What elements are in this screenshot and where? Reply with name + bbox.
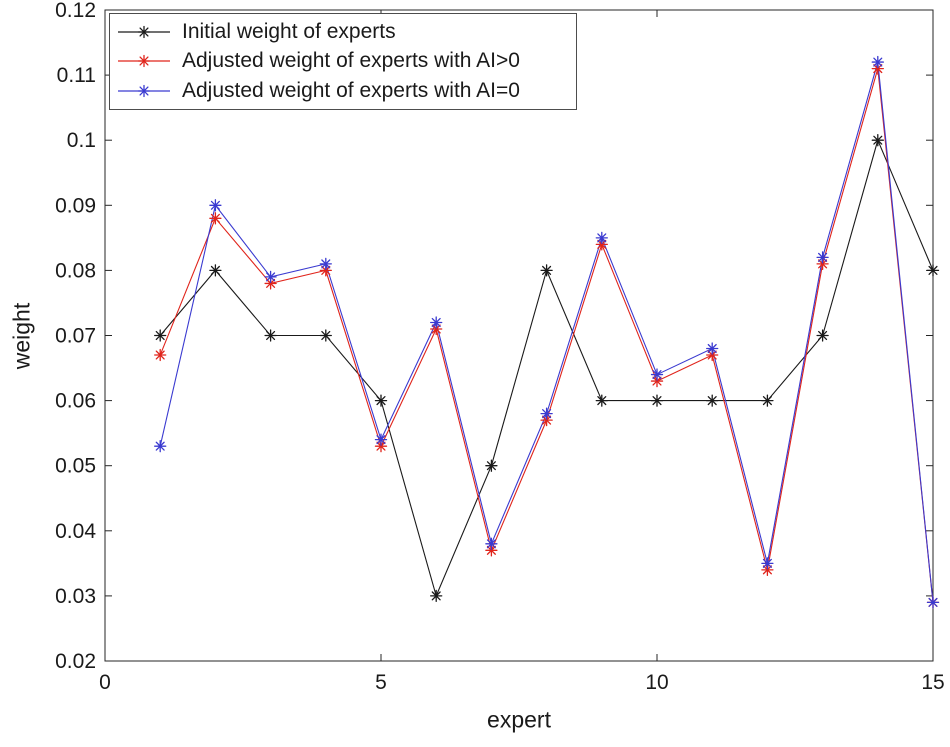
svg-text:0.04: 0.04 <box>55 520 96 543</box>
legend-line-marker-adjusted-ai-gt-0 <box>118 55 170 68</box>
svg-text:0.08: 0.08 <box>55 259 96 282</box>
legend-item: Initial weight of experts <box>116 17 570 46</box>
legend-line-marker-initial <box>118 25 170 38</box>
legend-label: Initial weight of experts <box>182 19 396 43</box>
legend-line-marker-adjusted-ai-eq-0 <box>118 84 170 98</box>
svg-text:0.02: 0.02 <box>55 650 96 673</box>
svg-text:0.09: 0.09 <box>55 194 96 217</box>
x-axis-label: expert <box>487 706 551 733</box>
svg-text:0.06: 0.06 <box>55 390 96 413</box>
svg-text:0: 0 <box>99 671 111 694</box>
legend-item: Adjusted weight of experts with AI>0 <box>116 47 570 76</box>
y-axis-label: weight <box>8 302 35 370</box>
legend-label: Adjusted weight of experts with AI=0 <box>182 79 520 103</box>
svg-text:0.11: 0.11 <box>57 64 96 87</box>
legend-label: Adjusted weight of experts with AI>0 <box>182 49 520 73</box>
legend: Initial weight of experts Adjusted weigh… <box>109 13 577 110</box>
svg-text:0.1: 0.1 <box>67 129 96 152</box>
legend-item: Adjusted weight of experts with AI=0 <box>116 77 570 106</box>
svg-text:0.03: 0.03 <box>55 585 96 608</box>
svg-text:5: 5 <box>375 671 387 694</box>
svg-text:15: 15 <box>921 671 944 694</box>
svg-text:0.12: 0.12 <box>55 0 96 22</box>
svg-text:10: 10 <box>645 671 668 694</box>
svg-text:0.05: 0.05 <box>55 455 96 478</box>
svg-text:0.07: 0.07 <box>55 325 96 348</box>
